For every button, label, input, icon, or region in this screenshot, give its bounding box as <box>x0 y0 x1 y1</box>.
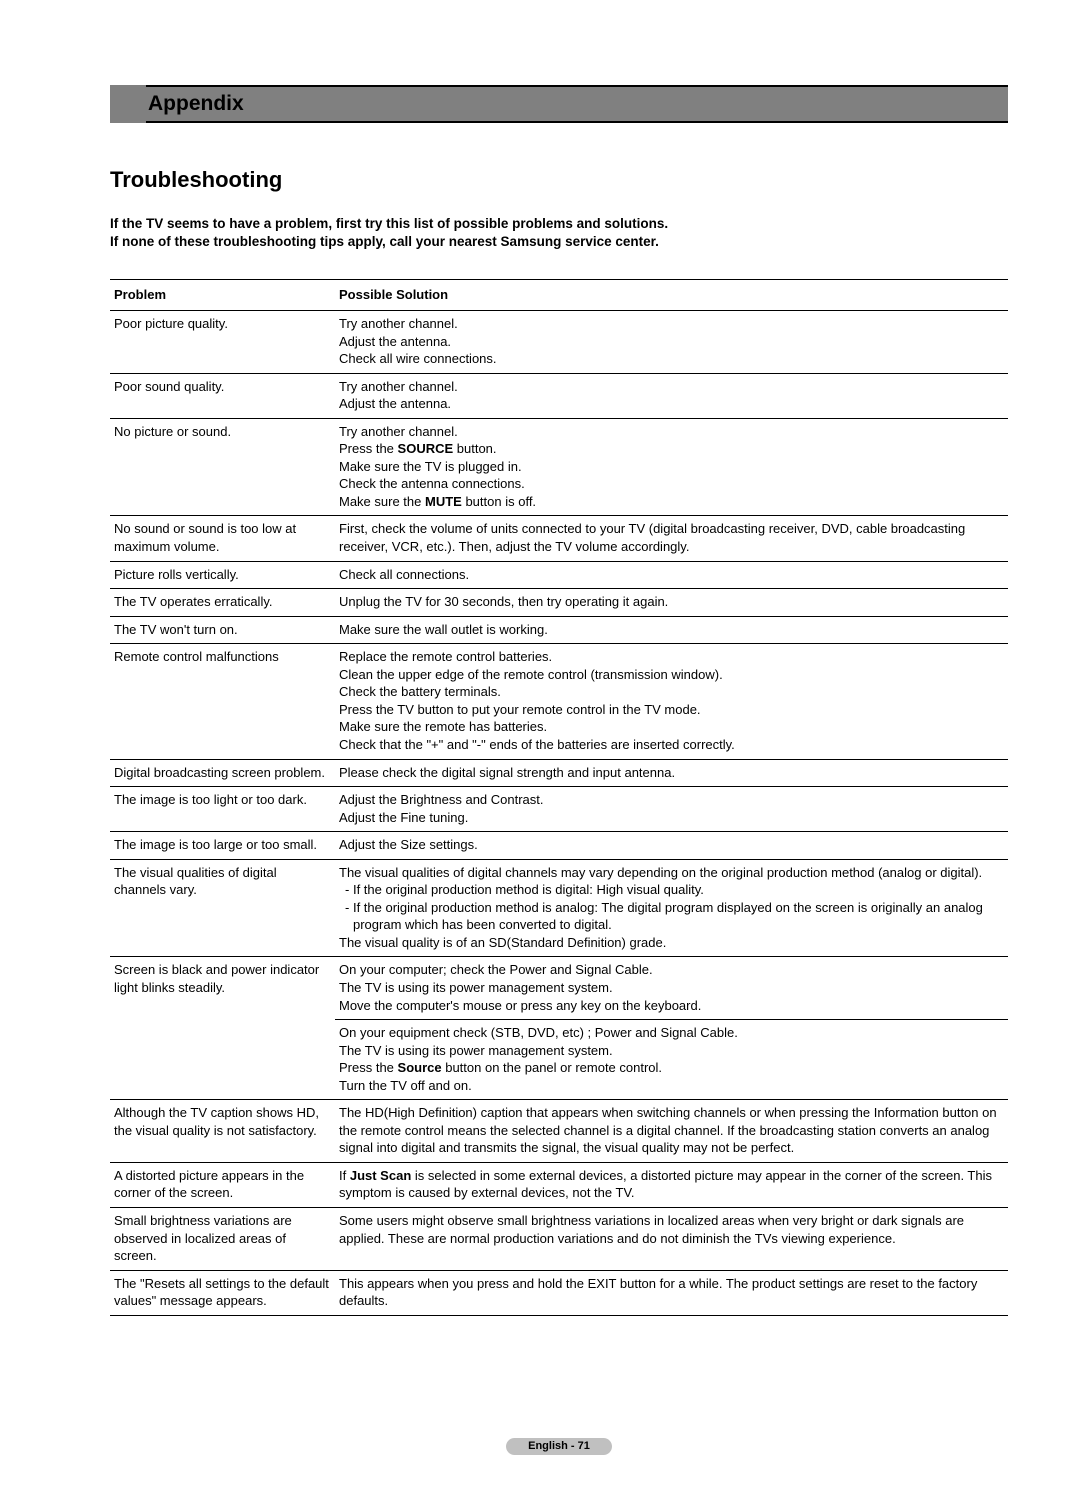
solution-line: The TV is using its power management sys… <box>339 979 1004 997</box>
table-row: Although the TV caption shows HD, the vi… <box>110 1100 1008 1163</box>
solution-cell: Please check the digital signal strength… <box>335 759 1008 787</box>
table-row: The image is too large or too small. Adj… <box>110 832 1008 860</box>
solution-line: Press the TV button to put your remote c… <box>339 701 1004 719</box>
problem-cell: The TV won't turn on. <box>110 616 335 644</box>
problem-cell: The "Resets all settings to the default … <box>110 1270 335 1315</box>
solution-line: Replace the remote control batteries. <box>339 648 1004 666</box>
intro-text: If the TV seems to have a problem, first… <box>110 215 1008 251</box>
solution-cell: If Just Scan is selected in some externa… <box>335 1162 1008 1207</box>
solution-line: Check all wire connections. <box>339 350 1004 368</box>
page-footer: English - 71 <box>110 1436 1008 1455</box>
solution-cell: First, check the volume of units connect… <box>335 516 1008 561</box>
appendix-header: Appendix <box>110 85 1008 123</box>
solution-bullet: If the original production method is dig… <box>339 881 1004 899</box>
solution-line: Check the antenna connections. <box>339 475 1004 493</box>
solution-cell: This appears when you press and hold the… <box>335 1270 1008 1315</box>
problem-cell: Screen is black and power indicator ligh… <box>110 957 335 1100</box>
problem-cell: The visual qualities of digital channels… <box>110 859 335 957</box>
table-row: Remote control malfunctions Replace the … <box>110 644 1008 759</box>
solution-cell: Unplug the TV for 30 seconds, then try o… <box>335 589 1008 617</box>
table-row: The TV won't turn on. Make sure the wall… <box>110 616 1008 644</box>
table-row: No picture or sound. Try another channel… <box>110 418 1008 516</box>
col-header-problem: Problem <box>110 280 335 311</box>
table-header-row: Problem Possible Solution <box>110 280 1008 311</box>
solution-line: Check that the "+" and "-" ends of the b… <box>339 736 1004 754</box>
table-row: No sound or sound is too low at maximum … <box>110 516 1008 561</box>
header-title-bar: Appendix <box>146 85 1008 123</box>
header-title: Appendix <box>148 92 244 115</box>
problem-cell: The image is too large or too small. <box>110 832 335 860</box>
header-accent-block <box>110 85 146 123</box>
solution-cell: Make sure the wall outlet is working. <box>335 616 1008 644</box>
table-row: Poor sound quality. Try another channel.… <box>110 373 1008 418</box>
solution-cell: Some users might observe small brightnes… <box>335 1207 1008 1270</box>
solution-cell: Check all connections. <box>335 561 1008 589</box>
solution-line: Clean the upper edge of the remote contr… <box>339 666 1004 684</box>
solution-line: Try another channel. <box>339 378 1004 396</box>
problem-cell: The TV operates erratically. <box>110 589 335 617</box>
page-number-pill: English - 71 <box>506 1438 612 1455</box>
solution-cell: Adjust the Size settings. <box>335 832 1008 860</box>
problem-cell: Poor picture quality. <box>110 311 335 374</box>
problem-cell: Poor sound quality. <box>110 373 335 418</box>
solution-cell: Replace the remote control batteries. Cl… <box>335 644 1008 759</box>
solution-cell: On your computer; check the Power and Si… <box>335 957 1008 1020</box>
solution-line: Press the SOURCE button. <box>339 440 1004 458</box>
solution-line: Adjust the antenna. <box>339 395 1004 413</box>
solution-line: The visual quality is of an SD(Standard … <box>339 934 1004 952</box>
intro-line-1: If the TV seems to have a problem, first… <box>110 216 668 231</box>
table-row: Poor picture quality. Try another channe… <box>110 311 1008 374</box>
problem-cell: Digital broadcasting screen problem. <box>110 759 335 787</box>
table-row: Digital broadcasting screen problem. Ple… <box>110 759 1008 787</box>
solution-line: Make sure the remote has batteries. <box>339 718 1004 736</box>
solution-line: Make sure the TV is plugged in. <box>339 458 1004 476</box>
solution-line: Turn the TV off and on. <box>339 1077 1004 1095</box>
solution-line: Adjust the Brightness and Contrast. <box>339 791 1004 809</box>
solution-bullet: If the original production method is ana… <box>339 899 1004 934</box>
solution-cell: The visual qualities of digital channels… <box>335 859 1008 957</box>
solution-cell: Adjust the Brightness and Contrast. Adju… <box>335 787 1008 832</box>
solution-cell: The HD(High Definition) caption that app… <box>335 1100 1008 1163</box>
table-row: A distorted picture appears in the corne… <box>110 1162 1008 1207</box>
problem-cell: Although the TV caption shows HD, the vi… <box>110 1100 335 1163</box>
solution-cell: Try another channel. Adjust the antenna.… <box>335 311 1008 374</box>
solution-line: Press the Source button on the panel or … <box>339 1059 1004 1077</box>
section-title: Troubleshooting <box>110 165 1008 195</box>
solution-line: On your computer; check the Power and Si… <box>339 961 1004 979</box>
solution-line: Make sure the MUTE button is off. <box>339 493 1004 511</box>
table-row: The visual qualities of digital channels… <box>110 859 1008 957</box>
problem-cell: Small brightness variations are observed… <box>110 1207 335 1270</box>
solution-line: Try another channel. <box>339 315 1004 333</box>
table-row: The "Resets all settings to the default … <box>110 1270 1008 1315</box>
solution-line: Adjust the Fine tuning. <box>339 809 1004 827</box>
solution-line: Move the computer's mouse or press any k… <box>339 997 1004 1015</box>
table-row: The TV operates erratically. Unplug the … <box>110 589 1008 617</box>
solution-line: Try another channel. <box>339 423 1004 441</box>
problem-cell: A distorted picture appears in the corne… <box>110 1162 335 1207</box>
problem-cell: The image is too light or too dark. <box>110 787 335 832</box>
table-row: Small brightness variations are observed… <box>110 1207 1008 1270</box>
problem-cell: Remote control malfunctions <box>110 644 335 759</box>
problem-cell: No sound or sound is too low at maximum … <box>110 516 335 561</box>
intro-line-2: If none of these troubleshooting tips ap… <box>110 234 659 249</box>
col-header-solution: Possible Solution <box>335 280 1008 311</box>
solution-cell: Try another channel. Press the SOURCE bu… <box>335 418 1008 516</box>
solution-cell: Try another channel. Adjust the antenna. <box>335 373 1008 418</box>
solution-cell: On your equipment check (STB, DVD, etc) … <box>335 1020 1008 1100</box>
document-page: Appendix Troubleshooting If the TV seems… <box>0 0 1080 1495</box>
problem-cell: No picture or sound. <box>110 418 335 516</box>
troubleshooting-table: Problem Possible Solution Poor picture q… <box>110 279 1008 1315</box>
table-row: The image is too light or too dark. Adju… <box>110 787 1008 832</box>
solution-line: Check the battery terminals. <box>339 683 1004 701</box>
table-row: Screen is black and power indicator ligh… <box>110 957 1008 1020</box>
problem-cell: Picture rolls vertically. <box>110 561 335 589</box>
table-row: Picture rolls vertically. Check all conn… <box>110 561 1008 589</box>
solution-line: The TV is using its power management sys… <box>339 1042 1004 1060</box>
solution-line: On your equipment check (STB, DVD, etc) … <box>339 1024 1004 1042</box>
solution-line: Adjust the antenna. <box>339 333 1004 351</box>
solution-line: The visual qualities of digital channels… <box>339 864 1004 882</box>
